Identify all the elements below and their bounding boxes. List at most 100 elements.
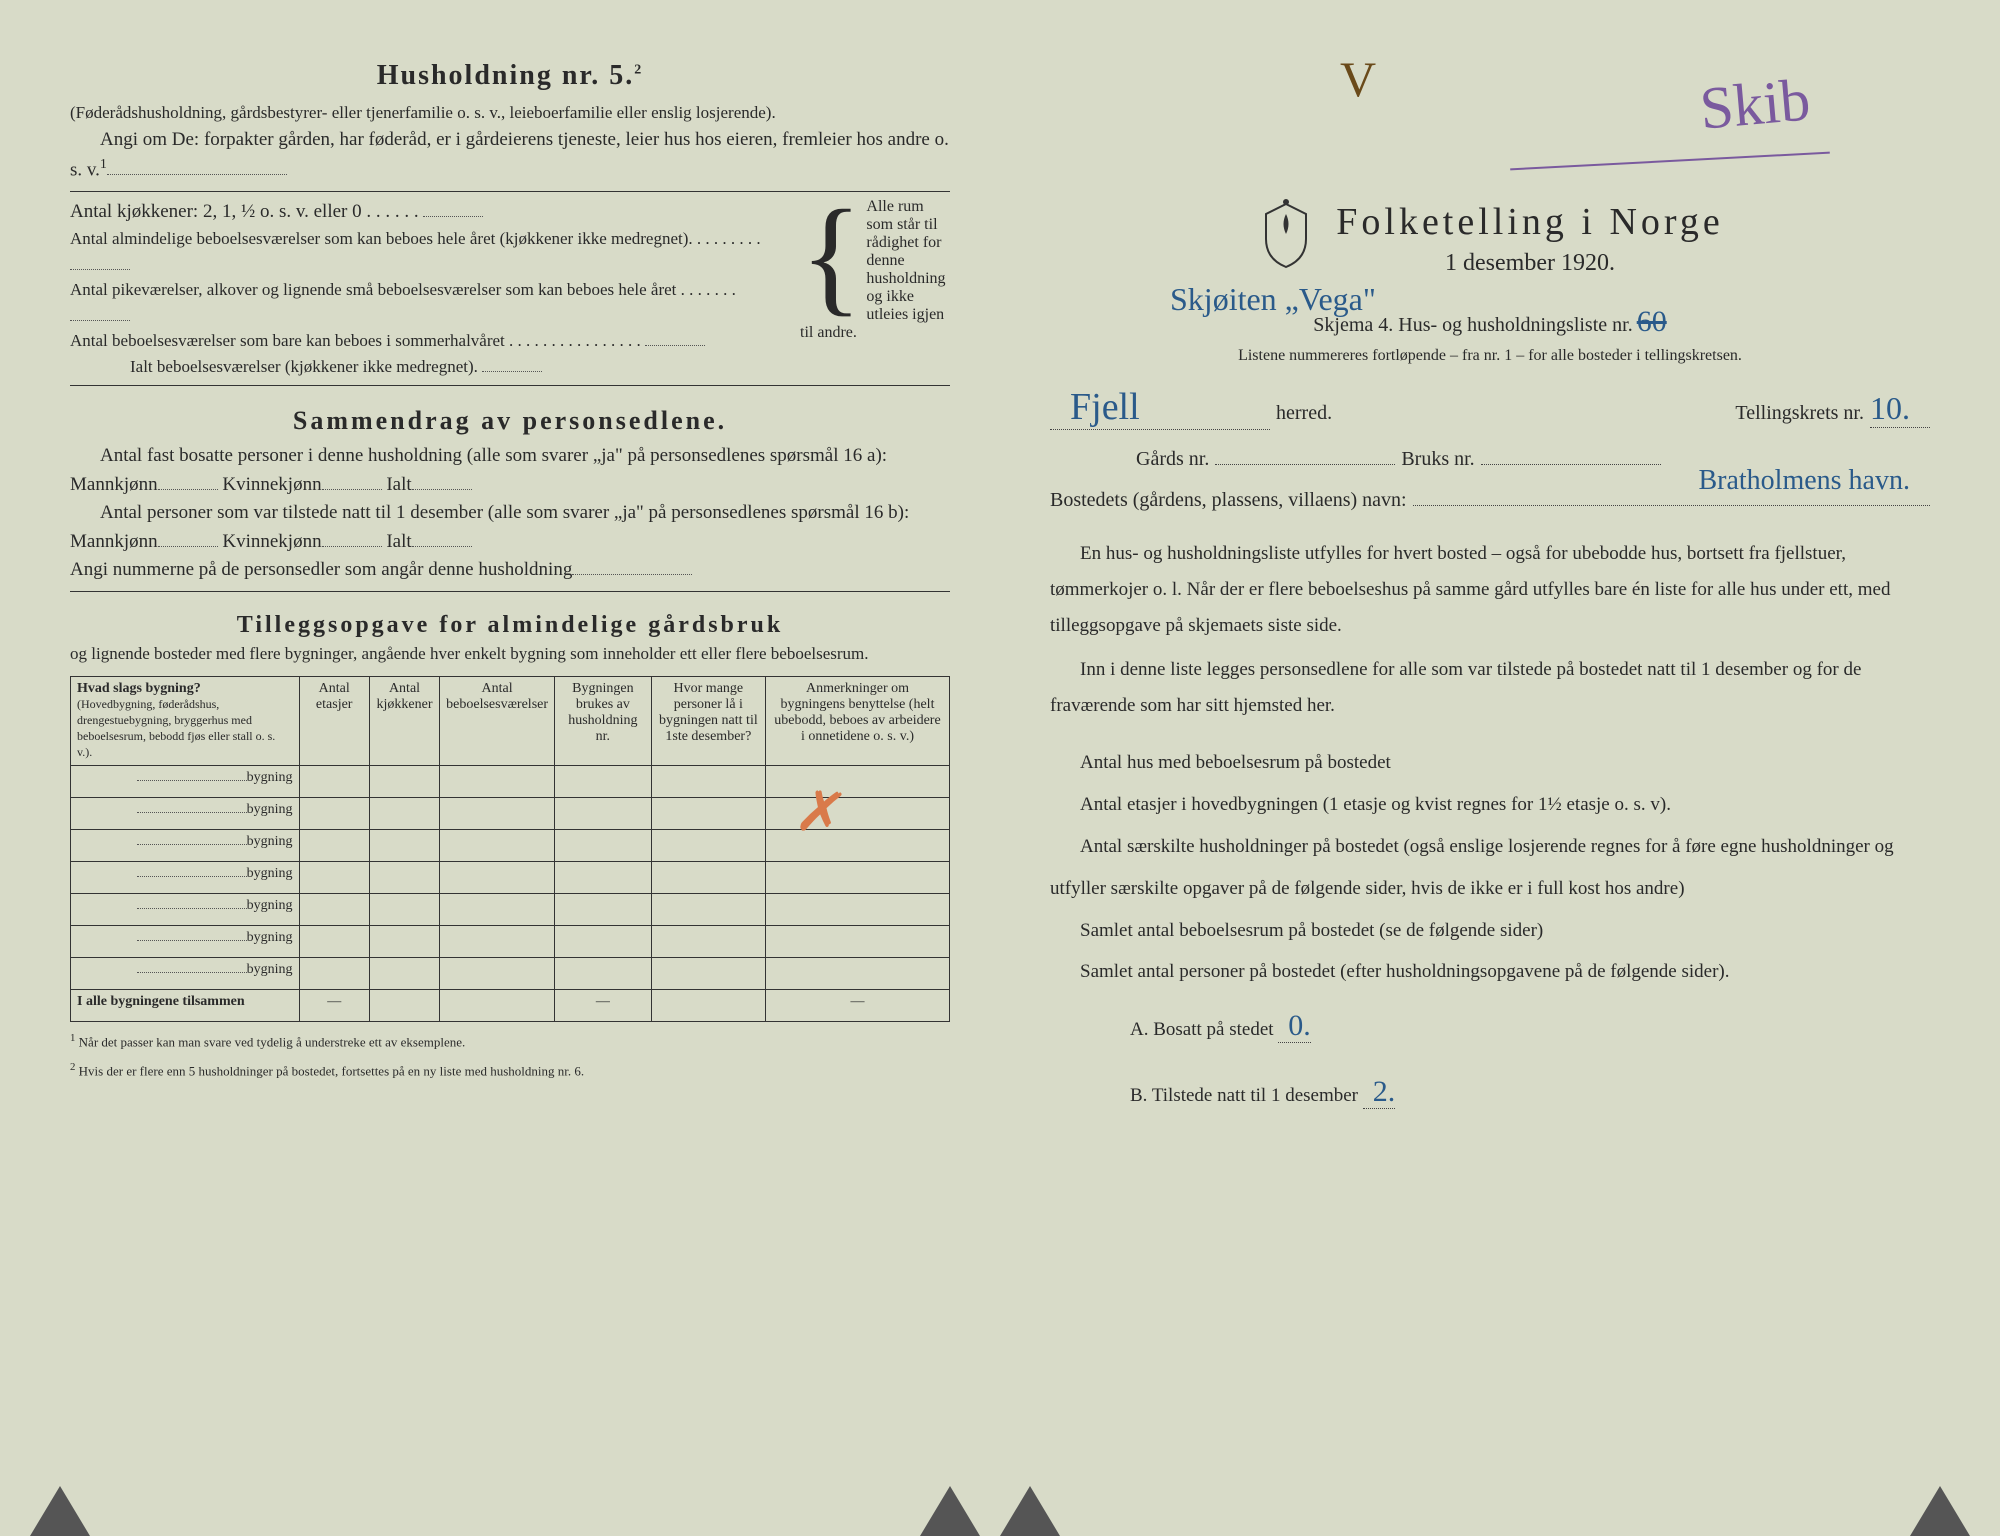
fill [70,269,130,270]
subtitle-1: (Føderådshusholdning, gårdsbestyrer- ell… [70,100,950,126]
fill [482,371,542,372]
question-5: Samlet antal personer på bostedet (efter… [1050,951,1930,993]
schema-number: 60 [1637,305,1667,338]
supplement-sub: og lignende bosteder med flere bygninger… [70,641,950,667]
total-label: I alle bygningene tilsammen [71,990,300,1022]
tellingskrets-value: 10. [1870,390,1930,428]
kv2: Kvinnekjønn [222,531,321,552]
sum2-text: Antal personer som var tilstede natt til… [70,502,909,552]
right-page: Skib V Folketelling i Norge 1 desember 1… [1000,40,1970,1496]
kitchens-label: Antal kjøkkener: 2, 1, ½ o. s. v. eller … [70,198,790,227]
q2-text: Antal etasjer i hovedbygningen (1 etasje… [1080,794,1671,815]
qa-label: A. Bosatt på stedet [1130,1019,1274,1040]
th-persons: Hvor mange personer lå i bygningen natt … [651,677,765,766]
question-1: Antal hus med beboelsesrum på bostedet [1050,742,1930,784]
th-rooms: Antal beboelsesværelser [440,677,555,766]
sum1-text: Antal fast bosatte personer i denne hush… [70,445,887,495]
bygning-label: bygning [247,962,293,977]
answer-a: A. Bosatt på stedet 0. [1130,993,1930,1059]
subtitle-2: Angi om De: forpakter gården, har føderå… [70,126,950,185]
bygning-label: bygning [247,770,293,785]
rooms3-text: Antal beboelsesværelser som bare kan beb… [70,331,505,350]
divider [70,591,950,592]
left-page: Husholdning nr. 5.2 (Føderådshusholdning… [30,40,1000,1496]
summary-line-3: Angi nummerne på de personsedler som ang… [70,556,950,585]
ialt2: Ialt [386,531,411,552]
table-row: bygning✗ [71,798,950,830]
qa-value: 0. [1278,1009,1311,1043]
qb-label: B. Tilstede natt til 1 desember [1130,1085,1358,1106]
gards-label: Gårds nr. [1136,448,1209,471]
bosted-value: Bratholmens havn. [1698,465,1910,497]
kitchens-section: Antal kjøkkener: 2, 1, ½ o. s. v. eller … [70,198,950,380]
fill [70,320,130,321]
th1-sub: (Hovedbygning, føderådshus, drengestueby… [77,697,275,759]
fn1-text: Når det passer kan man svare ved tydelig… [79,1035,466,1050]
left-title: Husholdning nr. 5.2 [70,60,950,92]
kv: Kvinnekjønn [222,474,321,495]
th-kitchens: Antal kjøkkener [369,677,439,766]
q4-text: Samlet antal beboelsesrum på bostedet (s… [1080,920,1543,941]
brace-icon: { [800,198,862,315]
fill [322,546,382,547]
fill [645,345,705,346]
th-building-type: Hvad slags bygning? (Hovedbygning, føder… [71,677,300,766]
title-row: Folketelling i Norge 1 desember 1920. [1050,180,1930,287]
fn2-text: Hvis der er flere enn 5 husholdninger på… [79,1063,584,1078]
bruks-fill [1481,464,1661,465]
fill-line [107,174,287,175]
building-table: Hvad slags bygning? (Hovedbygning, føder… [70,676,950,1022]
footnote-2: 2 Hvis der er flere enn 5 husholdninger … [70,1061,950,1079]
question-4: Samlet antal beboelsesrum på bostedet (s… [1050,910,1930,952]
kitchens-text: Antal kjøkkener: 2, 1, ½ o. s. v. eller … [70,201,362,222]
herred-label: herred. [1276,402,1332,425]
rooms-total-text: Ialt beboelsesværelser (kjøkkener ikke m… [130,357,478,376]
fn2-num: 2 [70,1061,75,1073]
tellingskrets-label: Tellingskrets nr. [1735,402,1864,425]
brace-note: { Alle rum som står til rådighet for den… [790,198,950,342]
herred-value: Fjell [1050,385,1270,430]
bosted-fill [1413,505,1930,506]
bygning-label: bygning [247,898,293,913]
bruks-label: Bruks nr. [1401,448,1474,471]
bygning-label: bygning [247,930,293,945]
fill [158,546,218,547]
coat-of-arms-icon [1256,199,1316,269]
fill [423,216,483,217]
sub2-text: Angi om De: forpakter gården, har føderå… [70,129,949,181]
title-sup: 2 [634,63,643,78]
th-notes: Anmerkninger om bygningens benyttelse (h… [765,677,949,766]
hand-skjoiten: Skjøiten „Vega" [1170,281,1376,318]
supplement-heading: Tilleggsopgave for almindelige gårdsbruk [70,612,950,639]
title-text: Husholdning nr. 5. [377,60,635,91]
table-row: bygning [71,958,950,990]
table-total-row: I alle bygningene tilsammen——— [71,990,950,1022]
summary-heading: Sammendrag av personsedlene. [70,406,950,436]
fn1-num: 1 [70,1032,75,1044]
th-floors: Antal etasjer [299,677,369,766]
fill [572,574,692,575]
answer-b: B. Tilstede natt til 1 desember 2. [1130,1059,1930,1125]
table-row: bygning [71,926,950,958]
bosted-row: Bostedets (gårdens, plassens, villaens) … [1050,489,1930,512]
paragraph-2: Inn i denne liste legges personsedlene f… [1050,652,1930,724]
schema-row: Skjøiten „Vega" Skjema 4. Hus- og hushol… [1050,287,1930,339]
summary-line-2: Antal personer som var tilstede natt til… [70,499,950,556]
mark-v: V [1340,50,1376,108]
question-3: Antal særskilte husholdninger på bostede… [1050,826,1930,910]
herred-row: Fjell herred. Tellingskrets nr. 10. [1050,385,1930,430]
rooms-total: Ialt beboelsesværelser (kjøkkener ikke m… [70,354,790,380]
rooms1-text: Antal almindelige beboelsesværelser som … [70,229,693,248]
summary-line-1: Antal fast bosatte personer i denne hush… [70,442,950,499]
rooms2-text: Antal pikeværelser, alkover og lignende … [70,280,676,299]
q3-text: Antal særskilte husholdninger på bostede… [1050,836,1894,899]
question-2: Antal etasjer i hovedbygningen (1 etasje… [1050,784,1930,826]
sum3-text: Angi nummerne på de personsedler som ang… [70,559,572,580]
rooms-1: Antal almindelige beboelsesværelser som … [70,226,790,277]
table-row: bygning [71,862,950,894]
th1-text: Hvad slags bygning? [77,681,201,696]
fill [412,489,472,490]
fill [322,489,382,490]
listene-note: Listene nummereres fortløpende – fra nr.… [1050,347,1930,365]
bosted-label: Bostedets (gårdens, plassens, villaens) … [1050,489,1407,512]
